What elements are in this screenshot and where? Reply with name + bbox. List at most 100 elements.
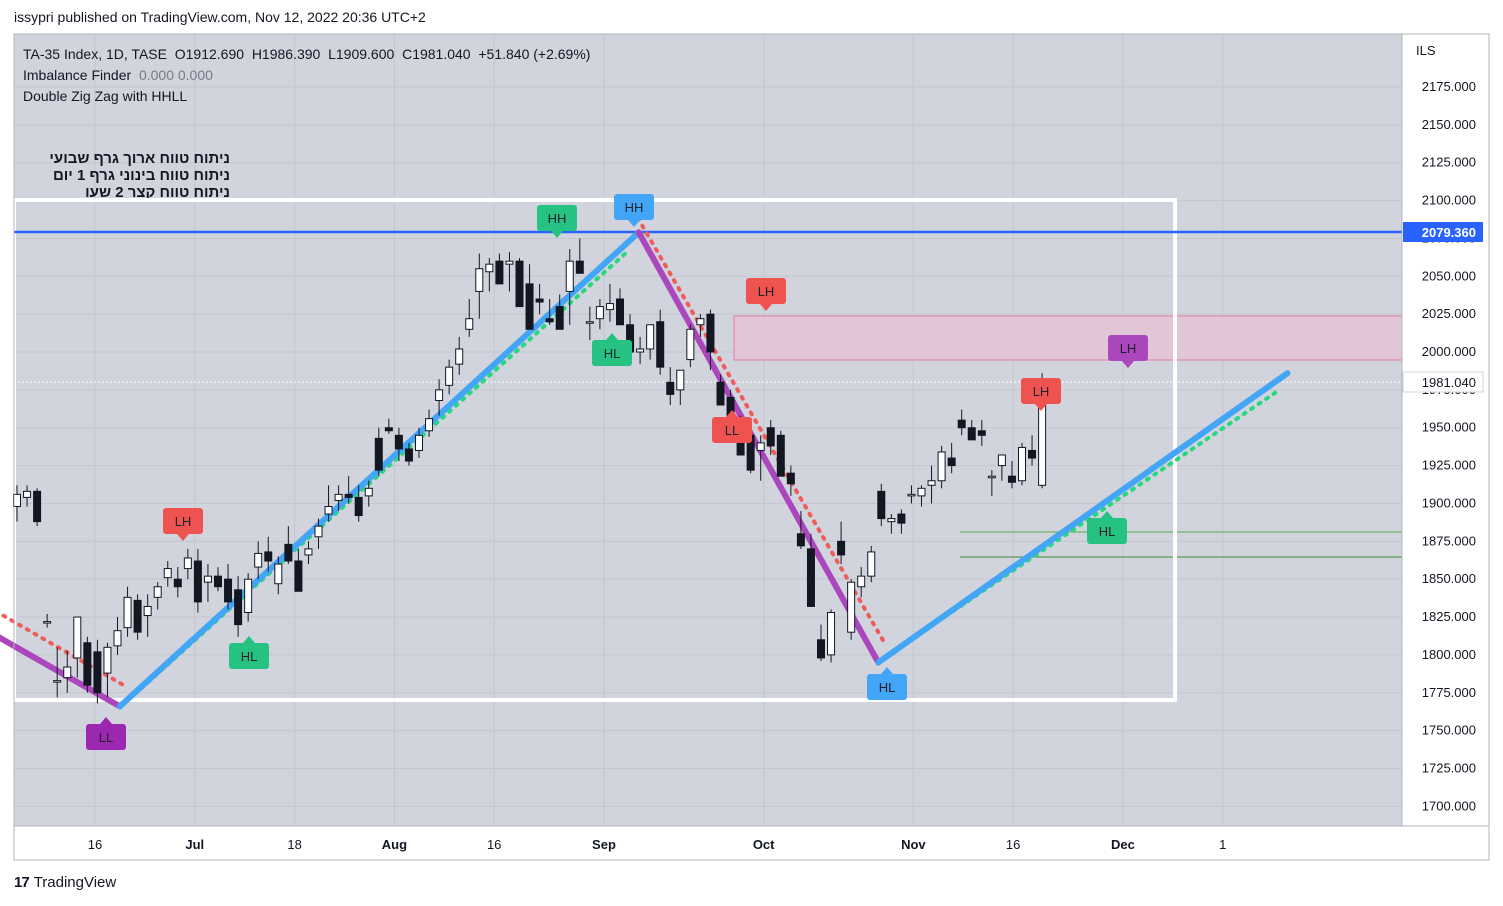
candle (847, 579, 856, 640)
swing-label-box (746, 278, 786, 304)
candle (133, 594, 142, 640)
swing-label-box (229, 643, 269, 669)
candle (284, 526, 293, 565)
y-tick-label: 2125.000 (1422, 155, 1476, 170)
candle-body (937, 451, 946, 482)
x-tick-label: Jul (185, 837, 204, 852)
x-tick-label: Oct (753, 837, 775, 852)
candle-body (435, 389, 444, 401)
candle-body (234, 589, 243, 626)
candle-body (766, 427, 775, 447)
candle (203, 564, 212, 602)
candle-body (776, 434, 785, 477)
swing-label: HH (537, 205, 577, 238)
swing-label-text: LL (99, 730, 113, 745)
swing-label-box (86, 724, 126, 750)
indicator-values: 0.000 0.000 (138, 67, 213, 83)
candle (73, 616, 82, 678)
candle-body (103, 646, 112, 674)
candle (93, 639, 102, 704)
candle-body (817, 639, 825, 659)
candle (857, 567, 866, 598)
tradingview-logo[interactable]: 17 TradingView (14, 874, 116, 891)
candle-body (595, 306, 604, 320)
candle (214, 567, 222, 592)
candle-body (1007, 475, 1016, 483)
indicator-zigzag[interactable]: Double Zig Zag with HHLL (23, 88, 187, 104)
y-tick-label: 1925.000 (1422, 458, 1476, 473)
candle (555, 294, 564, 330)
y-tick-label: 1700.000 (1422, 798, 1476, 813)
candle-body (535, 298, 544, 303)
candle-body (53, 680, 62, 683)
candle (1018, 442, 1026, 486)
price-mark-box (1402, 371, 1484, 393)
candle-body (907, 493, 916, 497)
swing-label-text: HH (625, 200, 644, 215)
candle (193, 548, 202, 613)
candle (425, 409, 434, 437)
price-mark-label: 1981.040 (1422, 375, 1476, 390)
candle-body (867, 551, 876, 577)
swing-label: LH (1108, 335, 1148, 368)
swing-label: HL (229, 636, 269, 669)
swing-label: LH (746, 278, 786, 311)
candle (415, 427, 423, 459)
y-tick-label: 1800.000 (1422, 647, 1476, 662)
candle-body (877, 490, 886, 520)
swing-label-text: HL (879, 680, 896, 695)
swing-label-box (592, 340, 632, 366)
candle-body (525, 283, 534, 330)
candle-body (344, 493, 353, 498)
candle-body (616, 298, 624, 326)
candle-body (706, 313, 715, 353)
candle-body (947, 457, 956, 467)
candle-body (565, 260, 574, 292)
swing-label-pointer (628, 220, 640, 227)
candle-body (415, 434, 423, 451)
candle (485, 258, 494, 292)
candle-body (796, 533, 805, 547)
candle (324, 485, 333, 522)
price-axis (1402, 34, 1489, 826)
indicator-name: Double Zig Zag with HHLL (23, 88, 188, 104)
candle-body (314, 525, 323, 538)
candle (636, 336, 645, 365)
candle-body (244, 578, 253, 613)
zigzag-dot-line (884, 389, 1280, 659)
swing-label-text: LH (1033, 384, 1050, 399)
candle (867, 545, 876, 583)
candle (274, 556, 283, 595)
candle-body (686, 328, 695, 361)
candle-body (73, 616, 82, 659)
candle-body (957, 419, 966, 429)
candle (435, 379, 444, 416)
candle (123, 586, 132, 637)
candle-body (1028, 449, 1037, 459)
candle (254, 541, 263, 580)
note-line-3: ניתוח טווח קצר 2 שעו (85, 184, 230, 198)
candle (616, 288, 624, 326)
swing-label: HL (1087, 511, 1127, 544)
price-mark-label: 2079.360 (1422, 225, 1476, 240)
swing-label-text: LH (175, 514, 192, 529)
candle (937, 445, 946, 489)
swing-label-pointer (760, 304, 772, 311)
x-tick-label: Dec (1111, 837, 1135, 852)
candle (163, 561, 172, 587)
candle-body (43, 621, 52, 624)
indicator-imbalance[interactable]: Imbalance Finder 0.000 0.000 (23, 67, 213, 83)
candle (244, 573, 253, 622)
candle (977, 420, 986, 446)
candle (404, 442, 413, 466)
y-tick-label: 2025.000 (1422, 306, 1476, 321)
candle-body (254, 552, 263, 568)
logo-icon: 17 (14, 874, 30, 891)
x-tick-label: 1 (1219, 837, 1226, 852)
candle (987, 470, 996, 496)
candle (907, 485, 916, 504)
currency-label: ILS (1416, 43, 1436, 58)
candle (666, 367, 675, 406)
